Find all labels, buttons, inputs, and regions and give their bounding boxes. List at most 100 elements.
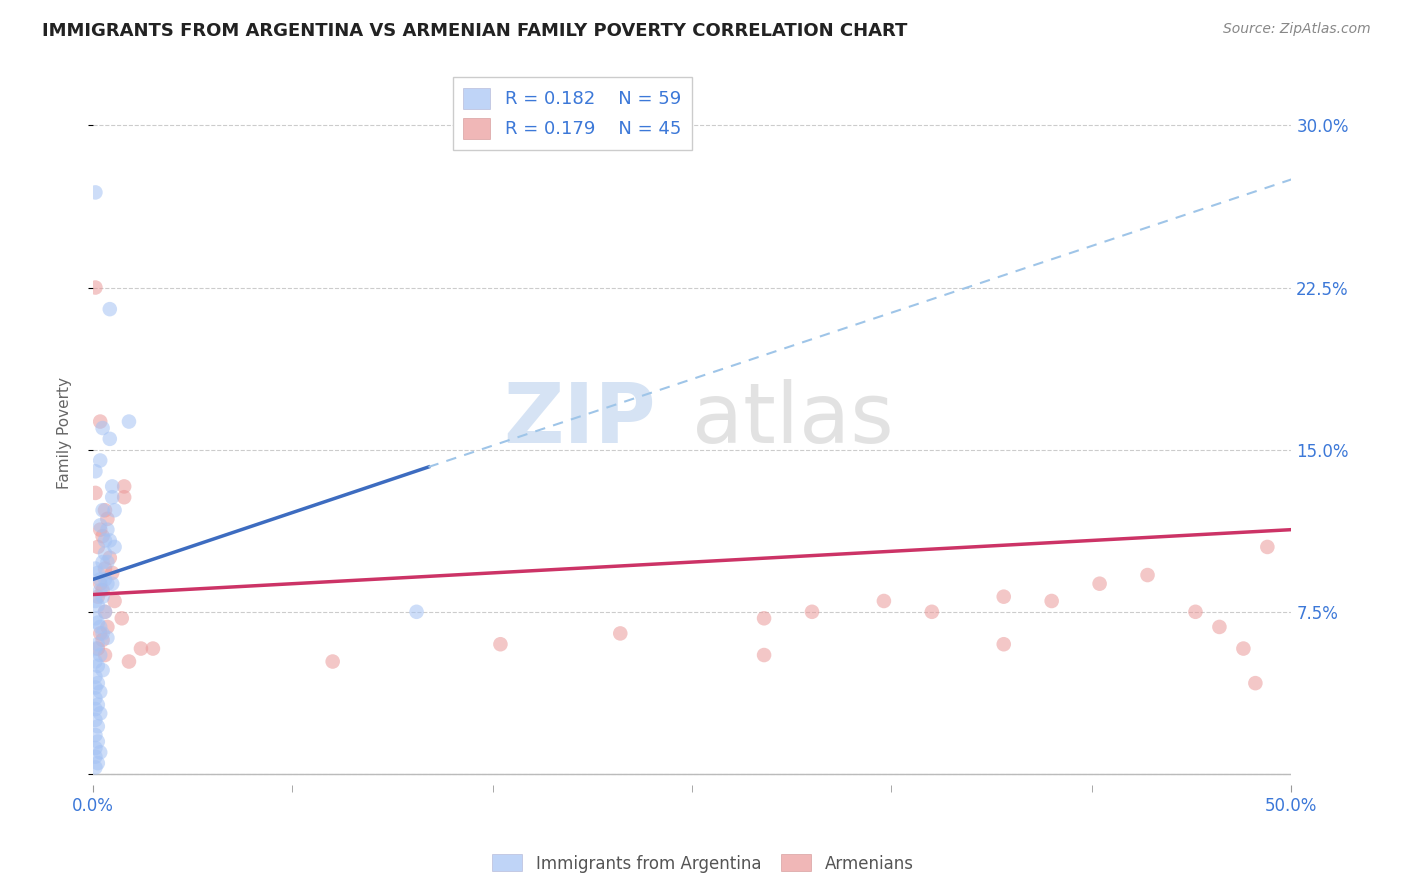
Point [87, 540, 110, 554]
Point [1244, 676, 1267, 690]
Point [87, 590, 110, 604]
Point [91, 632, 114, 647]
Point [87, 641, 110, 656]
Point [87, 676, 110, 690]
Text: ZIP: ZIP [503, 379, 657, 460]
Point [752, 648, 775, 662]
Point [89, 685, 111, 699]
Point [84, 641, 107, 656]
Point [84, 702, 107, 716]
Point [118, 655, 141, 669]
Text: Source: ZipAtlas.com: Source: ZipAtlas.com [1223, 22, 1371, 37]
Point [89, 518, 111, 533]
Point [94, 573, 117, 587]
Point [112, 479, 135, 493]
Legend: R = 0.182    N = 59, R = 0.179    N = 45: R = 0.182 N = 59, R = 0.179 N = 45 [453, 77, 692, 150]
Point [96, 631, 118, 645]
Legend: Immigrants from Argentina, Armenians: Immigrants from Argentina, Armenians [485, 847, 921, 880]
Point [94, 648, 117, 662]
Point [96, 512, 118, 526]
Point [101, 566, 124, 580]
Point [87, 637, 110, 651]
Point [84, 760, 107, 774]
Point [84, 280, 107, 294]
Point [801, 605, 824, 619]
Point [98, 550, 121, 565]
Point [89, 576, 111, 591]
Text: atlas: atlas [692, 379, 894, 460]
Point [89, 648, 111, 662]
Point [91, 590, 114, 604]
Point [103, 503, 125, 517]
Point [84, 594, 107, 608]
Point [94, 546, 117, 560]
Point [89, 453, 111, 467]
Point [84, 681, 107, 695]
Point [101, 576, 124, 591]
Point [87, 566, 110, 580]
Point [993, 590, 1015, 604]
Point [91, 421, 114, 435]
Point [111, 611, 134, 625]
Point [87, 734, 110, 748]
Point [96, 576, 118, 591]
Point [87, 719, 110, 733]
Point [98, 432, 121, 446]
Y-axis label: Family Poverty: Family Poverty [58, 377, 72, 490]
Point [91, 555, 114, 569]
Point [993, 637, 1015, 651]
Point [96, 523, 118, 537]
Point [91, 663, 114, 677]
Point [84, 749, 107, 764]
Point [89, 573, 111, 587]
Point [1208, 620, 1230, 634]
Point [84, 611, 107, 625]
Point [96, 620, 118, 634]
Point [1256, 540, 1278, 554]
Point [405, 605, 427, 619]
Point [89, 620, 111, 634]
Point [87, 658, 110, 673]
Point [1088, 576, 1111, 591]
Point [94, 533, 117, 548]
Point [84, 464, 107, 478]
Point [87, 698, 110, 712]
Point [89, 706, 111, 721]
Point [101, 479, 124, 493]
Point [91, 529, 114, 543]
Point [87, 615, 110, 630]
Point [84, 186, 107, 200]
Point [1184, 605, 1206, 619]
Point [921, 605, 943, 619]
Point [752, 611, 775, 625]
Text: IMMIGRANTS FROM ARGENTINA VS ARMENIAN FAMILY POVERTY CORRELATION CHART: IMMIGRANTS FROM ARGENTINA VS ARMENIAN FA… [42, 22, 907, 40]
Point [489, 637, 512, 651]
Point [91, 626, 114, 640]
Point [103, 540, 125, 554]
Point [84, 655, 107, 669]
Point [118, 415, 141, 429]
Point [91, 503, 114, 517]
Point [129, 641, 152, 656]
Point [84, 486, 107, 500]
Point [89, 523, 111, 537]
Point [609, 626, 631, 640]
Point [94, 561, 117, 575]
Point [103, 594, 125, 608]
Point [142, 641, 165, 656]
Point [112, 490, 135, 504]
Point [84, 691, 107, 706]
Point [98, 302, 121, 317]
Point [96, 555, 118, 569]
Point [91, 583, 114, 598]
Point [84, 561, 107, 575]
Point [84, 713, 107, 727]
Point [101, 490, 124, 504]
Point [1232, 641, 1254, 656]
Point [94, 605, 117, 619]
Point [89, 415, 111, 429]
Point [94, 605, 117, 619]
Point [87, 599, 110, 613]
Point [1040, 594, 1063, 608]
Point [94, 503, 117, 517]
